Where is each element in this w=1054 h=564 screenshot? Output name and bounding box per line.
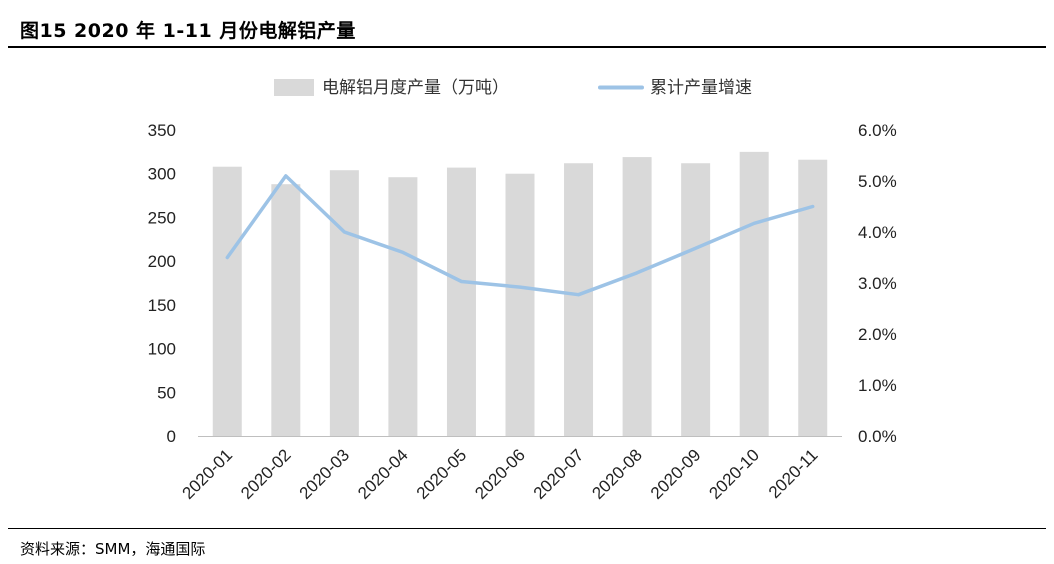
legend-line-label: 累计产量增速	[650, 78, 752, 98]
bar	[388, 177, 418, 436]
bar	[564, 163, 594, 437]
x-tick-label: 2020-03	[296, 445, 354, 503]
right-tick-label: 4.0%	[858, 223, 897, 242]
bar	[681, 163, 711, 437]
bar	[739, 151, 769, 436]
left-tick-label: 350	[148, 121, 176, 140]
line-series	[225, 174, 815, 297]
bar	[798, 159, 828, 436]
x-tick-label: 2020-09	[647, 445, 705, 503]
figure-header: 图15 2020 年 1-11 月份电解铝产量	[0, 0, 1054, 48]
right-tick-label: 5.0%	[858, 172, 897, 191]
right-tick-label: 3.0%	[858, 274, 897, 293]
left-tick-label: 300	[148, 165, 176, 184]
bar	[271, 184, 301, 436]
x-tick-label: 2020-06	[471, 445, 529, 503]
x-tick-label: 2020-11	[765, 445, 822, 502]
x-tick-label: 2020-10	[705, 445, 763, 503]
right-tick-label: 0.0%	[858, 427, 897, 446]
legend-bar-swatch	[274, 79, 314, 96]
legend-bar-label: 电解铝月度产量（万吨）	[322, 78, 509, 98]
right-tick-label: 1.0%	[858, 376, 897, 395]
bar	[212, 166, 242, 436]
bar	[446, 167, 476, 436]
left-tick-label: 200	[148, 252, 176, 271]
top-rule	[8, 46, 1046, 48]
left-tick-label: 250	[148, 208, 176, 227]
right-tick-label: 2.0%	[858, 325, 897, 344]
bar-series	[212, 151, 828, 437]
left-tick-label: 50	[157, 383, 176, 402]
x-tick-label: 2020-07	[530, 445, 588, 503]
x-tick-label: 2020-01	[179, 445, 237, 503]
bar	[622, 157, 652, 437]
left-axis: 0 50 100 150 200 250 300 350	[148, 121, 176, 446]
source-note: 资料来源：SMM，海通国际	[20, 540, 206, 558]
growth-line	[225, 174, 815, 297]
chart: 电解铝月度产量（万吨） 累计产量增速 0 50 100 150 200 250 300 350…	[148, 78, 897, 503]
bar	[329, 170, 359, 436]
x-tick-label: 2020-04	[354, 445, 412, 503]
figure-title: 图15 2020 年 1-11 月份电解铝产量	[20, 20, 356, 42]
left-tick-label: 0	[167, 427, 176, 446]
right-tick-label: 6.0%	[858, 121, 897, 140]
x-tick-label: 2020-08	[588, 445, 646, 503]
left-tick-label: 150	[148, 296, 176, 315]
right-axis: 0.0% 1.0% 2.0% 3.0% 4.0% 5.0% 6.0%	[858, 121, 897, 446]
left-tick-label: 100	[148, 340, 176, 359]
x-axis: 2020-01 2020-02 2020-03 2020-04 2020-05 2020-…	[179, 445, 822, 503]
x-tick-label: 2020-05	[413, 445, 471, 503]
bottom-rule	[8, 528, 1046, 529]
legend: 电解铝月度产量（万吨） 累计产量增速	[274, 78, 752, 98]
x-tick-label: 2020-02	[237, 445, 295, 503]
bar	[505, 173, 535, 436]
